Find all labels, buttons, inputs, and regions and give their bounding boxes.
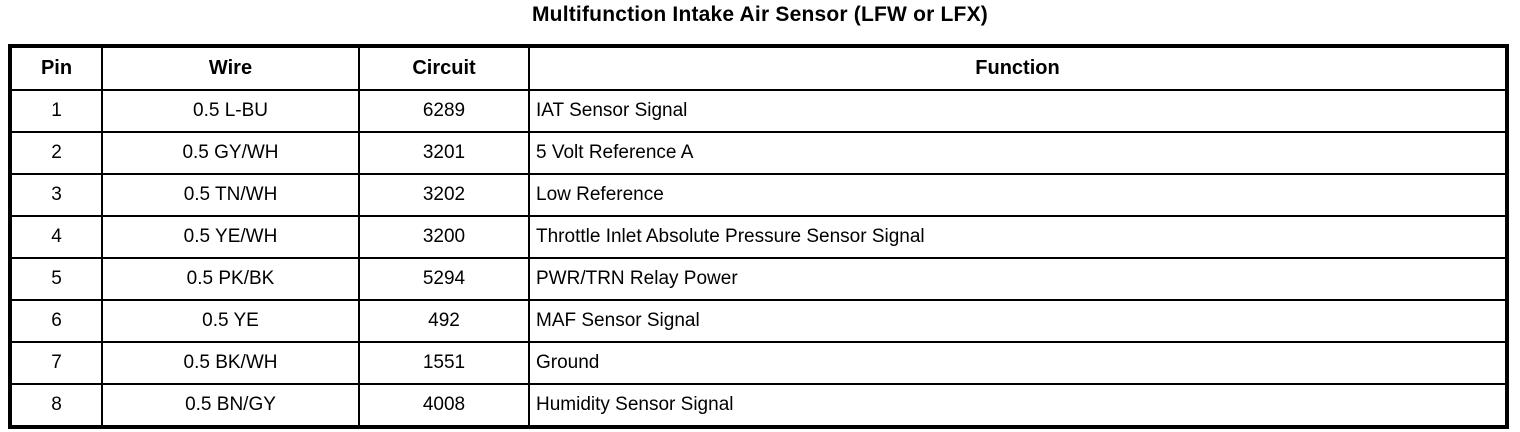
- table-row: 6 0.5 YE 492 MAF Sensor Signal: [9, 299, 1508, 343]
- wire-cell: 0.5 BN/GY: [101, 383, 360, 428]
- header-row: Pin Wire Circuit Function: [9, 45, 1508, 91]
- function-cell: IAT Sensor Signal: [528, 89, 1508, 133]
- wire-cell: 0.5 YE: [101, 299, 360, 343]
- table-row: 2 0.5 GY/WH 3201 5 Volt Reference A: [9, 131, 1508, 175]
- pin-cell: 5: [9, 257, 103, 301]
- circuit-cell: 1551: [358, 341, 530, 385]
- column-header-function: Function: [528, 45, 1508, 91]
- table-row: 5 0.5 PK/BK 5294 PWR/TRN Relay Power: [9, 257, 1508, 301]
- column-header-circuit: Circuit: [358, 45, 530, 91]
- circuit-cell: 3202: [358, 173, 530, 217]
- column-header-pin: Pin: [9, 45, 103, 91]
- table-row: 1 0.5 L-BU 6289 IAT Sensor Signal: [9, 89, 1508, 133]
- function-cell: Low Reference: [528, 173, 1508, 217]
- pinout-table: Pin Wire Circuit Function 1 0.5 L-BU 628…: [8, 44, 1509, 429]
- circuit-cell: 3200: [358, 215, 530, 259]
- wire-cell: 0.5 PK/BK: [101, 257, 360, 301]
- function-cell: Humidity Sensor Signal: [528, 383, 1508, 428]
- pin-cell: 7: [9, 341, 103, 385]
- wire-cell: 0.5 YE/WH: [101, 215, 360, 259]
- circuit-cell: 5294: [358, 257, 530, 301]
- pin-cell: 3: [9, 173, 103, 217]
- circuit-cell: 492: [358, 299, 530, 343]
- table-row: 4 0.5 YE/WH 3200 Throttle Inlet Absolute…: [9, 215, 1508, 259]
- table-row: 7 0.5 BK/WH 1551 Ground: [9, 341, 1508, 385]
- table-row: 3 0.5 TN/WH 3202 Low Reference: [9, 173, 1508, 217]
- function-cell: MAF Sensor Signal: [528, 299, 1508, 343]
- function-cell: Throttle Inlet Absolute Pressure Sensor …: [528, 215, 1508, 259]
- wire-cell: 0.5 BK/WH: [101, 341, 360, 385]
- function-cell: 5 Volt Reference A: [528, 131, 1508, 175]
- table-row: 8 0.5 BN/GY 4008 Humidity Sensor Signal: [9, 383, 1508, 428]
- wire-cell: 0.5 TN/WH: [101, 173, 360, 217]
- pin-cell: 2: [9, 131, 103, 175]
- page-title: Multifunction Intake Air Sensor (LFW or …: [531, 3, 988, 26]
- wire-cell: 0.5 GY/WH: [101, 131, 360, 175]
- pin-cell: 6: [9, 299, 103, 343]
- function-cell: Ground: [528, 341, 1508, 385]
- function-cell: PWR/TRN Relay Power: [528, 257, 1508, 301]
- pin-cell: 1: [9, 89, 103, 133]
- circuit-cell: 3201: [358, 131, 530, 175]
- column-header-wire: Wire: [101, 45, 360, 91]
- circuit-cell: 6289: [358, 89, 530, 133]
- circuit-cell: 4008: [358, 383, 530, 428]
- wire-cell: 0.5 L-BU: [101, 89, 360, 133]
- pin-cell: 4: [9, 215, 103, 259]
- pin-cell: 8: [9, 383, 103, 428]
